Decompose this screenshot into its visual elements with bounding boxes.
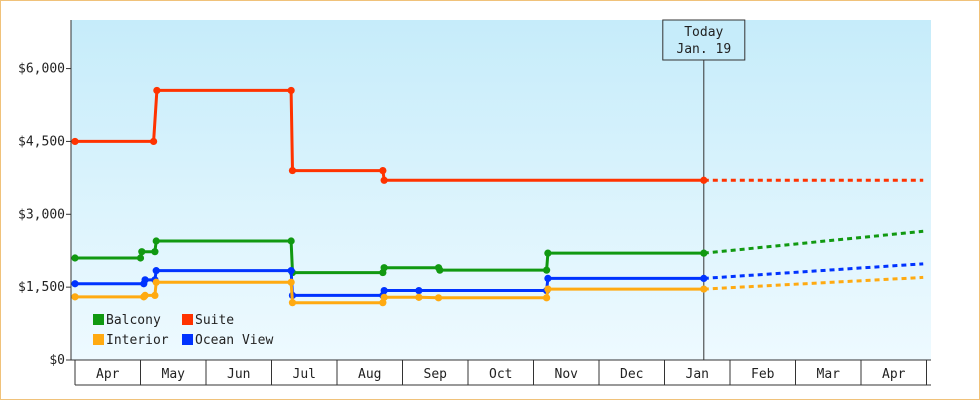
data-point-ocean-view (544, 274, 552, 282)
x-tick-label: Apr (882, 367, 906, 382)
data-point-suite (380, 176, 388, 184)
data-point-ocean-view (287, 267, 295, 275)
x-tick-label: Oct (489, 367, 512, 382)
x-tick-label: May (162, 367, 186, 382)
axes: $0 $1,500 $3,000 $4,500 $6,000 Apr May Jun Jul Au… (18, 20, 931, 386)
data-point-balcony (543, 266, 551, 274)
plot-background (71, 20, 931, 360)
data-point-balcony (380, 264, 388, 272)
data-point-balcony (152, 237, 160, 245)
data-point-interior (700, 285, 708, 293)
data-point-balcony (544, 249, 552, 257)
data-point-interior (543, 294, 551, 302)
legend-swatch-ocean-view (182, 334, 193, 345)
data-point-suite (153, 86, 161, 95)
legend-swatch-balcony (93, 314, 104, 325)
data-point-suite (288, 166, 297, 175)
data-point-interior (141, 291, 149, 299)
today-marker: Today Jan. 19 (662, 19, 746, 360)
legend-label-ocean-view: Ocean View (195, 333, 273, 348)
x-tick-label: Jul (293, 367, 316, 382)
legend: Balcony Suite Interior Ocean View (93, 313, 273, 348)
x-tick-label: Jan (686, 367, 709, 382)
forecast-line-ocean-view (703, 262, 924, 280)
data-point-interior (434, 294, 443, 302)
x-tick-label: Mar (817, 367, 841, 382)
y-tick-label: $4,500 (18, 134, 65, 149)
x-tick-label: Dec (620, 367, 643, 382)
data-point-suite (700, 176, 708, 184)
y-tick-label: $1,500 (18, 280, 65, 295)
x-tick-label: Aug (358, 367, 381, 382)
data-point-balcony (138, 248, 146, 256)
forecast-line-balcony (703, 229, 924, 255)
legend-swatch-interior (93, 334, 104, 345)
data-point-ocean-view (71, 280, 79, 288)
data-point-balcony (136, 254, 145, 262)
legend-swatch-suite (182, 314, 193, 325)
data-point-interior (71, 293, 79, 301)
x-tick-label: Apr (96, 367, 120, 382)
data-point-ocean-view (700, 274, 708, 282)
data-point-suite (287, 86, 295, 95)
data-point-interior (380, 293, 388, 301)
data-point-interior (152, 278, 160, 286)
data-point-balcony (436, 266, 444, 274)
data-point-interior (544, 285, 552, 293)
data-point-suite (150, 137, 158, 146)
y-tick-label: $6,000 (18, 62, 65, 77)
legend-label-interior: Interior (106, 333, 169, 348)
x-tick-label: Nov (555, 367, 579, 382)
data-point-interior (287, 278, 295, 286)
x-tick-label: Jun (227, 367, 250, 382)
legend-label-balcony: Balcony (106, 313, 161, 328)
today-box (662, 19, 746, 61)
data-point-interior (415, 293, 423, 301)
data-point-balcony (287, 237, 295, 245)
y-tick-label: $0 (49, 353, 65, 368)
data-point-ocean-view (141, 276, 149, 284)
data-point-balcony (700, 249, 708, 257)
data-point-ocean-view (380, 286, 388, 295)
x-tick-label: Feb (751, 367, 775, 382)
data-point-balcony (151, 248, 159, 256)
y-tick-label: $3,000 (18, 207, 65, 222)
today-label: Today (684, 25, 723, 40)
data-point-ocean-view (152, 267, 160, 275)
forecast-line-interior (703, 275, 924, 291)
x-tick-label: Sep (424, 367, 448, 382)
series-lines (71, 86, 924, 307)
data-point-interior (288, 299, 297, 307)
data-point-suite (71, 137, 79, 146)
today-date: Jan. 19 (676, 42, 731, 57)
data-point-balcony (71, 254, 79, 262)
data-point-interior (151, 291, 159, 299)
data-point-suite (379, 166, 387, 175)
data-point-ocean-view (415, 286, 423, 295)
legend-label-suite: Suite (195, 313, 234, 328)
